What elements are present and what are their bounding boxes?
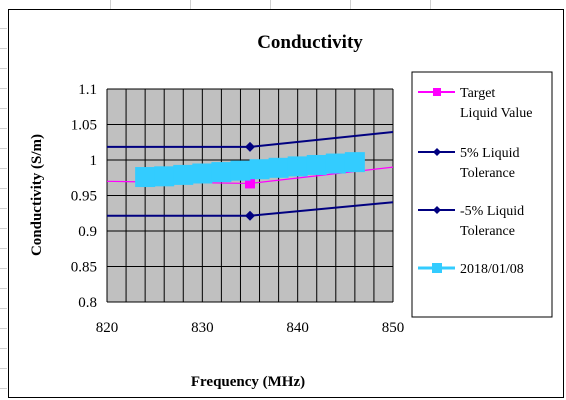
x-tick-label: 840 bbox=[286, 320, 309, 336]
chart-title: Conductivity bbox=[257, 32, 363, 53]
y-tick-label: 0.9 bbox=[78, 224, 97, 240]
series-group bbox=[107, 130, 393, 221]
legend-label: Tolerance bbox=[460, 166, 515, 181]
y-tick-label: 1.05 bbox=[71, 118, 97, 134]
y-tick-label: 0.8 bbox=[78, 295, 97, 311]
series-marker-3 bbox=[154, 166, 175, 187]
y-axis-label: Conductivity (S/m) bbox=[29, 134, 45, 256]
row-divider bbox=[0, 28, 7, 29]
legend-label: -5% Liquid bbox=[460, 204, 524, 219]
row-divider bbox=[0, 88, 7, 89]
series-marker-3 bbox=[249, 159, 270, 180]
legend-swatch-marker bbox=[433, 206, 441, 214]
row-divider bbox=[0, 248, 7, 249]
row-divider bbox=[0, 288, 7, 289]
row-divider bbox=[0, 168, 7, 169]
column-divider bbox=[270, 0, 271, 9]
y-tick-label: 1 bbox=[90, 153, 98, 169]
x-tick-label: 820 bbox=[96, 320, 119, 336]
series-marker-2 bbox=[245, 210, 255, 221]
series-marker-3 bbox=[230, 160, 251, 181]
row-divider bbox=[0, 188, 7, 189]
series-marker-0 bbox=[245, 178, 255, 189]
x-axis-label: Frequency (MHz) bbox=[191, 374, 305, 390]
row-divider bbox=[0, 128, 7, 129]
column-divider bbox=[110, 0, 111, 9]
legend-label: Target bbox=[460, 86, 495, 101]
row-divider bbox=[0, 48, 7, 49]
row-divider bbox=[0, 348, 7, 349]
legend-label: 5% Liquid bbox=[460, 146, 520, 161]
y-tick-label: 0.95 bbox=[71, 189, 97, 205]
series-marker-3 bbox=[344, 152, 365, 173]
legend-swatch-marker bbox=[433, 148, 441, 156]
series-marker-3 bbox=[135, 167, 156, 188]
y-tick-label: 0.85 bbox=[71, 260, 97, 276]
series-marker-3 bbox=[211, 162, 232, 183]
legend-swatch-marker bbox=[433, 88, 441, 96]
series-marker-3 bbox=[173, 164, 194, 185]
series-marker-1 bbox=[245, 141, 255, 152]
row-divider bbox=[0, 308, 7, 309]
column-divider bbox=[430, 0, 431, 9]
row-divider bbox=[0, 108, 7, 109]
legend-label: 2018/01/08 bbox=[460, 262, 524, 277]
row-divider bbox=[0, 148, 7, 149]
row-divider bbox=[0, 208, 7, 209]
row-divider bbox=[0, 388, 7, 389]
x-tick-label: 830 bbox=[191, 320, 214, 336]
legend-box bbox=[411, 71, 553, 318]
series-marker-3 bbox=[287, 156, 308, 177]
row-divider bbox=[0, 268, 7, 269]
y-tick-label: 1.1 bbox=[78, 82, 97, 98]
row-divider bbox=[0, 328, 7, 329]
series-marker-3 bbox=[268, 157, 289, 178]
legend-label: Liquid Value bbox=[460, 106, 532, 121]
sheet-row-strip bbox=[0, 0, 7, 400]
legend: Target Liquid Value 5% Liquid Tolerance -5% … bbox=[418, 86, 532, 277]
plot-area: 0.8 0.85 0.9 0.95 1 1.05 1.1 820 830 840 850 bbox=[71, 82, 405, 336]
legend-swatch-marker bbox=[432, 263, 442, 273]
column-divider bbox=[350, 0, 351, 9]
legend-label: Tolerance bbox=[460, 224, 515, 239]
series-marker-3 bbox=[192, 163, 213, 184]
column-divider bbox=[190, 0, 191, 9]
x-tick-label: 850 bbox=[382, 320, 405, 336]
sheet-column-strip bbox=[0, 0, 566, 9]
series-marker-3 bbox=[325, 153, 346, 174]
series-marker-3 bbox=[306, 154, 327, 175]
row-divider bbox=[0, 368, 7, 369]
row-divider bbox=[0, 68, 7, 69]
row-divider bbox=[0, 228, 7, 229]
